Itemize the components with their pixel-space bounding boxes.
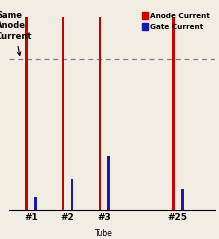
Bar <box>71 179 73 210</box>
Text: Same
Anode
Current: Same Anode Current <box>0 11 32 55</box>
Bar <box>181 189 184 210</box>
Bar <box>62 17 64 210</box>
Bar <box>34 197 37 210</box>
Legend: Anode Current, Gate Current: Anode Current, Gate Current <box>141 11 211 31</box>
Bar <box>108 156 110 210</box>
Bar <box>25 17 28 210</box>
Bar <box>99 17 101 210</box>
Bar <box>172 17 175 210</box>
Text: Tube
index: Tube index <box>95 228 116 239</box>
